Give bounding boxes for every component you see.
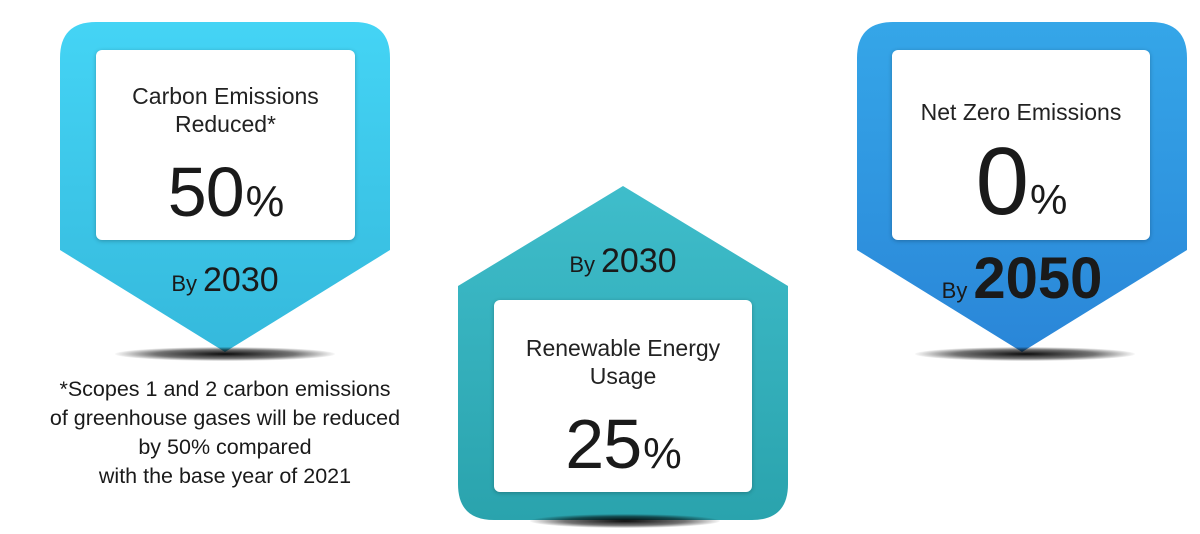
carbon-title: Carbon Emissions Reduced* <box>96 82 355 138</box>
carbon-emissions-badge: Carbon Emissions Reduced* 50% By 2030 <box>60 22 390 357</box>
footnote-line-4: with the base year of 2021 <box>98 464 352 488</box>
footnote-line-2: of greenhouse gases will be reduced <box>49 406 401 430</box>
netzero-value-unit: % <box>1030 176 1067 223</box>
netzero-title: Net Zero Emissions <box>920 99 1122 125</box>
footnote-line-1: *Scopes 1 and 2 carbon emissions <box>59 377 391 401</box>
netzero-card: Net Zero Emissions 0% <box>892 50 1150 240</box>
net-zero-badge: Net Zero Emissions 0% By 2050 <box>857 22 1187 357</box>
carbon-value-unit: % <box>245 178 285 226</box>
renewable-value-unit: % <box>643 430 682 478</box>
renewable-value-number: 25 <box>565 405 642 483</box>
renewable-value: 25% <box>494 406 752 492</box>
carbon-value-number: 50 <box>167 153 245 231</box>
netzero-badge-shadow <box>915 347 1135 361</box>
netzero-value: 0% <box>892 132 1150 250</box>
renewable-year: 2030 <box>601 242 677 280</box>
netzero-target-year: By 2050 <box>857 246 1187 324</box>
renewable-target-year: By 2030 <box>458 241 788 285</box>
netzero-value-number: 0 <box>975 128 1029 235</box>
renewable-badge-shadow <box>530 514 720 528</box>
carbon-year: 2030 <box>203 261 279 299</box>
footnote: *Scopes 1 and 2 carbon emissions of gree… <box>10 375 440 491</box>
carbon-title-line2: Reduced* <box>174 111 277 137</box>
footnote-line-3: by 50% compared <box>138 435 312 459</box>
carbon-value: 50% <box>96 154 355 240</box>
carbon-by-label: By <box>171 271 198 296</box>
carbon-title-line1: Carbon Emissions <box>132 83 319 109</box>
netzero-year: 2050 <box>973 246 1103 311</box>
netzero-by-label: By <box>941 278 968 303</box>
renewable-title: Renewable Energy Usage <box>494 334 752 390</box>
carbon-badge-shadow <box>115 347 335 361</box>
renewable-card: Renewable Energy Usage 25% <box>494 300 752 492</box>
carbon-card: Carbon Emissions Reduced* 50% <box>96 50 355 240</box>
renewable-title-line1: Renewable Energy <box>525 335 721 361</box>
renewable-title-line2: Usage <box>589 363 657 389</box>
renewable-energy-badge: By 2030 Renewable Energy Usage 25% <box>458 186 788 520</box>
renewable-by-label: By <box>569 252 596 277</box>
carbon-target-year: By 2030 <box>60 260 390 304</box>
